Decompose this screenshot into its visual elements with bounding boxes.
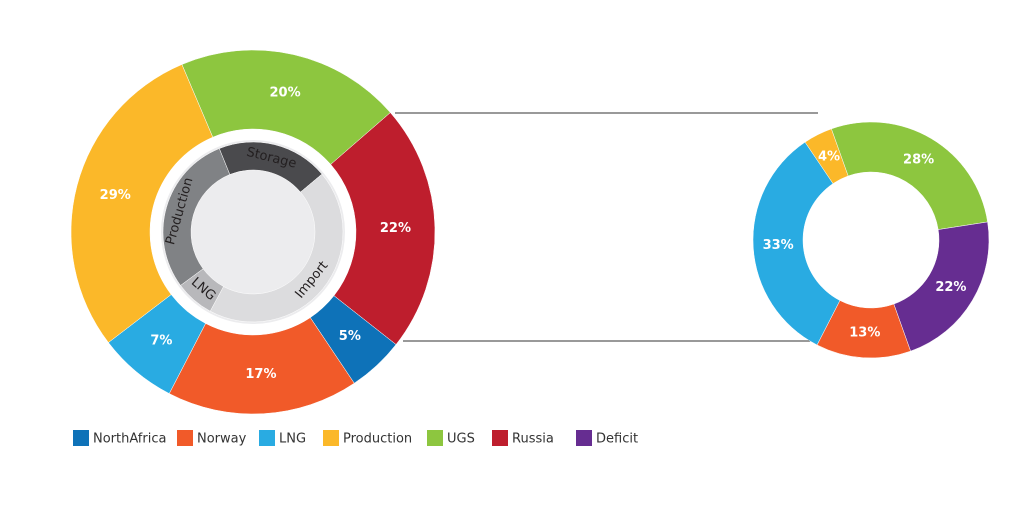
value-label: 20% — [269, 86, 300, 101]
legend-swatch — [73, 430, 89, 446]
legend-swatch — [492, 430, 508, 446]
legend-swatch — [427, 430, 443, 446]
donut-segment — [752, 141, 841, 346]
legend-label: Norway — [197, 432, 247, 447]
donut-segment — [330, 112, 436, 345]
donut-segment — [162, 148, 231, 286]
donut-segment — [209, 173, 344, 323]
value-label: 28% — [903, 153, 934, 168]
legend-label: NorthAfrica — [93, 432, 166, 447]
value-label: 5% — [339, 329, 361, 344]
legend-swatch — [177, 430, 193, 446]
legend-label: UGS — [447, 432, 475, 447]
value-label: 7% — [150, 334, 172, 349]
value-label: 13% — [849, 325, 880, 340]
legend-label: Deficit — [596, 432, 638, 447]
value-label: 33% — [763, 238, 794, 253]
donut-segment — [70, 64, 214, 343]
value-label: 17% — [245, 367, 276, 382]
value-label: 22% — [380, 221, 411, 236]
value-label: 22% — [935, 280, 966, 295]
donut-segment — [893, 221, 990, 352]
donut-segment — [181, 49, 391, 165]
value-label: 29% — [100, 188, 131, 203]
legend-label: Production — [343, 432, 412, 447]
legend-label: Russia — [512, 432, 554, 447]
legend-swatch — [259, 430, 275, 446]
legend-label: LNG — [279, 432, 306, 447]
donut-segment — [831, 121, 988, 230]
value-label: 4% — [818, 149, 840, 164]
legend-swatch — [576, 430, 592, 446]
legend-swatch — [323, 430, 339, 446]
